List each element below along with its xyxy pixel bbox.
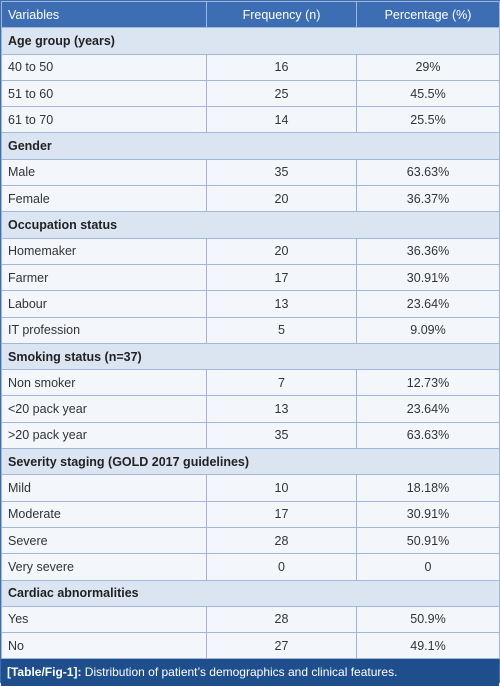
cell: Mild xyxy=(1,474,207,502)
cell: 63.63% xyxy=(356,421,500,450)
cell: >20 pack year xyxy=(1,421,207,450)
section-title: Smoking status (n=37) xyxy=(1,342,500,371)
cell: 61 to 70 xyxy=(1,106,207,134)
cell: Female xyxy=(1,185,207,213)
cell: 17 xyxy=(206,500,357,528)
cell: 12.73% xyxy=(356,369,500,397)
cell: IT profession xyxy=(1,316,207,344)
section-title: Severity staging (GOLD 2017 guidelines) xyxy=(1,448,500,476)
section-title: Gender xyxy=(1,132,500,160)
cell: 25 xyxy=(206,79,357,108)
cell: 13 xyxy=(206,395,357,423)
cell: Yes xyxy=(1,605,207,634)
cell: 50.9% xyxy=(356,605,500,634)
cell: 50.91% xyxy=(356,526,500,555)
data-row: Mild 10 18.18% xyxy=(1,474,500,502)
data-row: Labour 13 23.64% xyxy=(1,290,500,318)
data-row: Homemaker 20 36.36% xyxy=(1,237,500,265)
cell: Moderate xyxy=(1,500,207,528)
cell: 5 xyxy=(206,316,357,344)
cell: 29% xyxy=(356,53,500,81)
data-row: Female 20 36.37% xyxy=(1,185,500,213)
cell: 30.91% xyxy=(356,500,500,528)
section-row: Gender xyxy=(1,132,500,160)
cell: 51 to 60 xyxy=(1,79,207,108)
caption: [Table/Fig-1]: Distribution of patient’s… xyxy=(1,659,499,686)
data-table: Variables Frequency (n) Percentage (%) Age … xyxy=(1,0,500,660)
data-row: IT profession 5 9.09% xyxy=(1,316,500,344)
section-row: Smoking status (n=37) xyxy=(1,342,500,371)
caption-text: Distribution of patient’s demographics a… xyxy=(84,665,398,680)
cell: 23.64% xyxy=(356,395,500,423)
cell: 18.18% xyxy=(356,474,500,502)
cell: 49.1% xyxy=(356,632,500,660)
cell: <20 pack year xyxy=(1,395,207,423)
cell: 9.09% xyxy=(356,316,500,344)
cell: 20 xyxy=(206,185,357,213)
data-row: <20 pack year 13 23.64% xyxy=(1,395,500,423)
data-row: No 27 49.1% xyxy=(1,632,500,660)
cell: 25.5% xyxy=(356,106,500,134)
cell: No xyxy=(1,632,207,660)
cell: 28 xyxy=(206,526,357,555)
cell: Labour xyxy=(1,290,207,318)
header-cell: Variables xyxy=(1,0,207,29)
cell: Non smoker xyxy=(1,369,207,397)
cell: 28 xyxy=(206,605,357,634)
cell: Male xyxy=(1,158,207,187)
data-row: >20 pack year 35 63.63% xyxy=(1,421,500,450)
data-row: 40 to 50 16 29% xyxy=(1,53,500,81)
section-row: Age group (years) xyxy=(1,27,500,55)
data-row: Farmer 17 30.91% xyxy=(1,263,500,292)
cell: 7 xyxy=(206,369,357,397)
cell: 36.36% xyxy=(356,237,500,265)
cell: 36.37% xyxy=(356,185,500,213)
data-row: Non smoker 7 12.73% xyxy=(1,369,500,397)
cell: 17 xyxy=(206,263,357,292)
header-row: Variables Frequency (n) Percentage (%) xyxy=(1,0,500,29)
cell: Very severe xyxy=(1,553,207,581)
header-cell: Percentage (%) xyxy=(356,0,500,29)
cell: 63.63% xyxy=(356,158,500,187)
section-title: Cardiac abnormalities xyxy=(1,579,500,607)
cell: 20 xyxy=(206,237,357,265)
cell: Farmer xyxy=(1,263,207,292)
data-row: Moderate 17 30.91% xyxy=(1,500,500,528)
cell: 35 xyxy=(206,158,357,187)
cell: 0 xyxy=(206,553,357,581)
cell: 14 xyxy=(206,106,357,134)
section-title: Occupation status xyxy=(1,211,500,239)
data-row: 61 to 70 14 25.5% xyxy=(1,106,500,134)
section-title: Age group (years) xyxy=(1,27,500,55)
cell: Homemaker xyxy=(1,237,207,265)
cell: 0 xyxy=(356,553,500,581)
data-row: Severe 28 50.91% xyxy=(1,526,500,555)
data-row: Yes 28 50.9% xyxy=(1,605,500,634)
data-row: Male 35 63.63% xyxy=(1,158,500,187)
cell: 10 xyxy=(206,474,357,502)
cell: 40 to 50 xyxy=(1,53,207,81)
section-row: Severity staging (GOLD 2017 guidelines) xyxy=(1,448,500,476)
cell: 45.5% xyxy=(356,79,500,108)
data-row: 51 to 60 25 45.5% xyxy=(1,79,500,108)
table-body: Variables Frequency (n) Percentage (%) Age … xyxy=(1,0,500,660)
header-cell: Frequency (n) xyxy=(206,0,357,29)
section-row: Occupation status xyxy=(1,211,500,239)
caption-label: [Table/Fig-1]: xyxy=(7,665,82,680)
cell: 35 xyxy=(206,421,357,450)
data-row: Very severe 0 0 xyxy=(1,553,500,581)
cell: 13 xyxy=(206,290,357,318)
cell: 23.64% xyxy=(356,290,500,318)
cell: 27 xyxy=(206,632,357,660)
cell: 30.91% xyxy=(356,263,500,292)
cell: 16 xyxy=(206,53,357,81)
cell: Severe xyxy=(1,526,207,555)
section-row: Cardiac abnormalities xyxy=(1,579,500,607)
